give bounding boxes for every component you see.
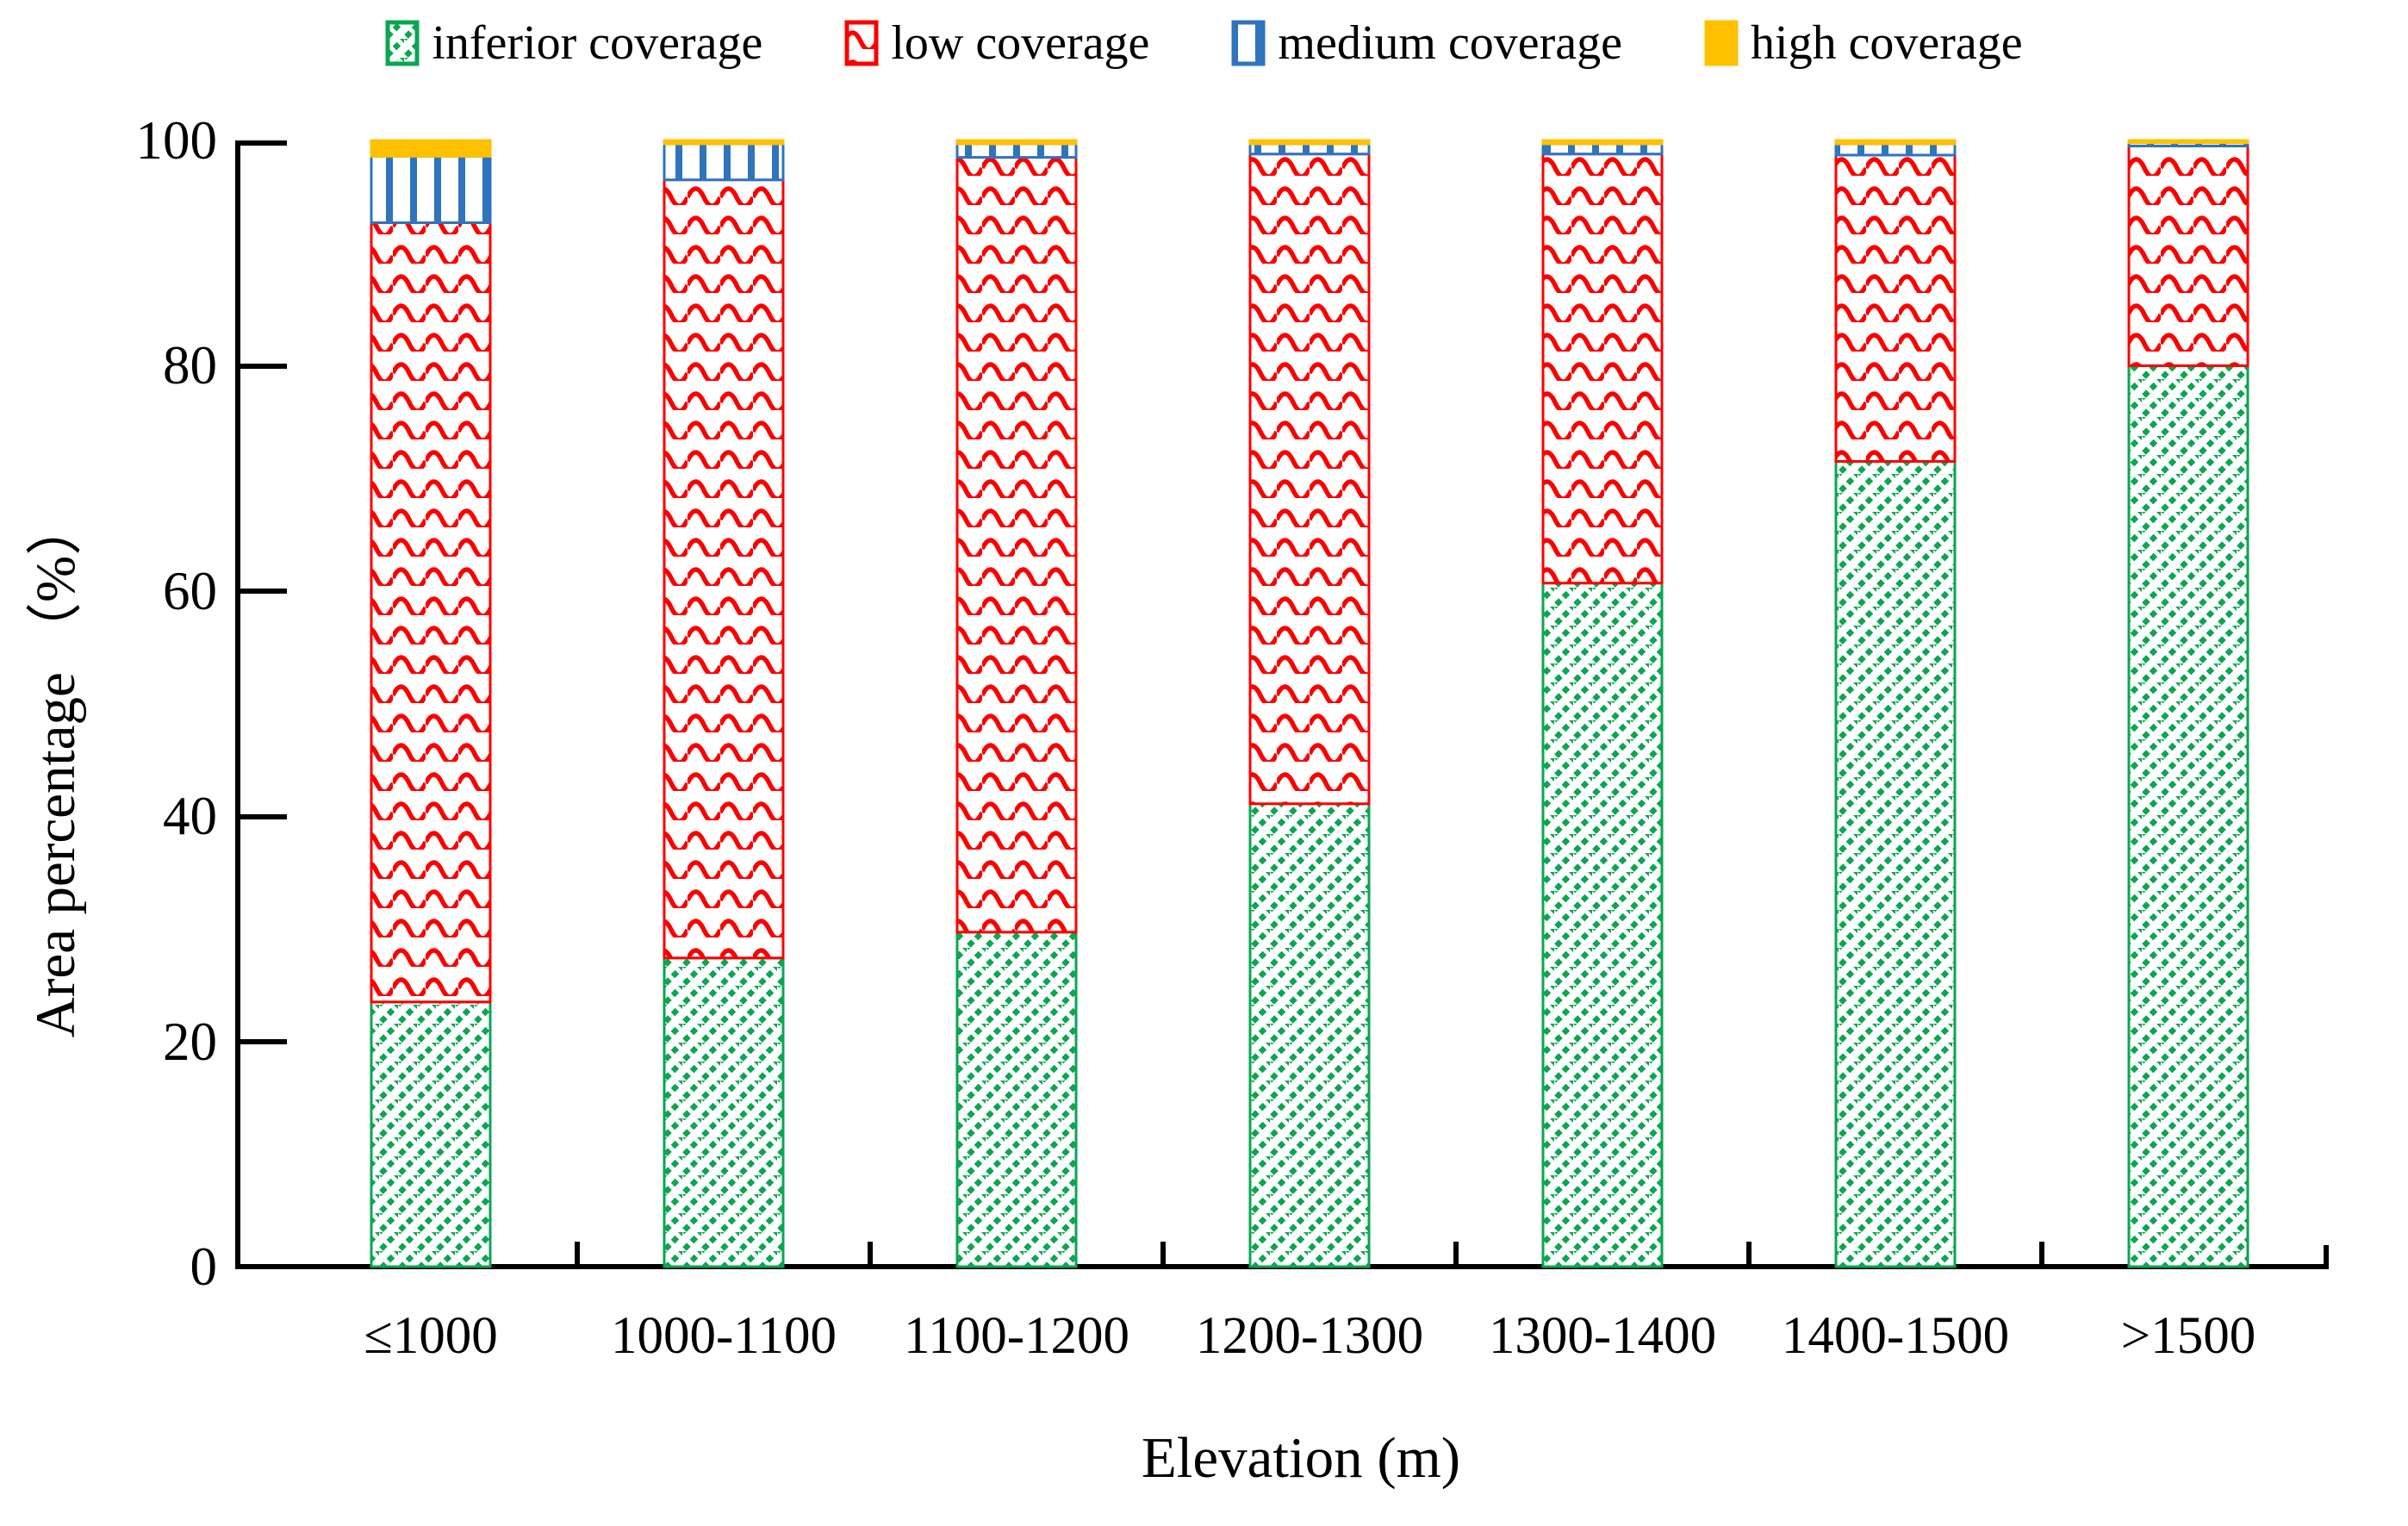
legend: inferior coverage low coverage medium co… <box>0 10 2408 76</box>
x-category-label: 1300-1400 <box>1488 1307 1717 1365</box>
medium-coverage-swatch-icon <box>1231 20 1266 66</box>
legend-item-low-coverage: low coverage <box>844 10 1149 76</box>
low-coverage-swatch-icon <box>844 20 879 66</box>
y-tick-label-20: 20 <box>163 1012 217 1072</box>
x-category-label: >1500 <box>2120 1307 2256 1365</box>
x-category-label: 1200-1300 <box>1195 1307 1424 1365</box>
x-tick-mark <box>1453 1242 1459 1264</box>
y-tick-mark <box>240 1039 287 1044</box>
legend-item-inferior-coverage: inferior coverage <box>385 10 762 76</box>
inferior-coverage-swatch-icon <box>385 20 420 66</box>
x-tick-mark <box>2039 1242 2044 1264</box>
bar-segment-medium-coverage <box>1834 142 1957 157</box>
legend-item-high-coverage: high coverage <box>1704 10 2023 76</box>
bar-segment-inferior-coverage <box>370 1000 492 1268</box>
y-tick-mark <box>240 364 287 369</box>
bar-segment-high-coverage <box>955 139 1078 146</box>
bar-segment-high-coverage <box>1834 139 1957 146</box>
x-category-label: ≤1000 <box>364 1307 498 1365</box>
bar-segment-inferior-coverage <box>955 931 1078 1268</box>
y-tick-mark <box>240 814 287 819</box>
bar-segment-inferior-coverage <box>1248 802 1371 1268</box>
bar-segment-low-coverage <box>370 221 492 1004</box>
x-tick-mark <box>1746 1242 1752 1264</box>
bar-segment-medium-coverage <box>663 142 785 182</box>
bar-segment-low-coverage <box>1541 153 1664 585</box>
legend-label: medium coverage <box>1278 16 1623 70</box>
high-coverage-swatch-icon <box>1704 20 1739 66</box>
y-axis-line <box>235 140 240 1269</box>
x-axis-end-cap <box>2324 1245 2329 1268</box>
y-tick-label-80: 80 <box>163 335 217 396</box>
x-tick-mark <box>868 1242 873 1264</box>
bar-segment-high-coverage <box>2127 139 2249 145</box>
bar-segment-medium-coverage <box>1541 142 1664 156</box>
bar-segment-medium-coverage <box>370 154 492 224</box>
x-tick-mark <box>1160 1242 1166 1264</box>
bar-segment-high-coverage <box>370 139 492 158</box>
legend-label: high coverage <box>1751 16 2023 70</box>
bar-segment-low-coverage <box>1834 153 1957 463</box>
legend-label: low coverage <box>891 16 1150 70</box>
x-category-label: 1000-1100 <box>610 1307 837 1365</box>
y-tick-label-0: 0 <box>190 1236 218 1297</box>
bar-segment-high-coverage <box>663 139 785 146</box>
bar-segment-inferior-coverage <box>2127 364 2249 1268</box>
legend-item-medium-coverage: medium coverage <box>1231 10 1622 76</box>
bar-segment-medium-coverage <box>955 142 1078 159</box>
bar-segment-low-coverage <box>955 156 1078 934</box>
y-tick-label-100: 100 <box>135 110 218 171</box>
y-tick-label-60: 60 <box>163 561 217 621</box>
bar-segment-high-coverage <box>1541 139 1664 146</box>
bar-segment-low-coverage <box>663 178 785 960</box>
legend-label: inferior coverage <box>432 16 763 70</box>
bar-segment-medium-coverage <box>1248 142 1371 156</box>
bar-segment-low-coverage <box>1248 153 1371 806</box>
x-category-label: 1100-1200 <box>903 1307 1130 1365</box>
bar-segment-high-coverage <box>1248 139 1371 146</box>
x-tick-mark <box>575 1242 580 1264</box>
bar-segment-inferior-coverage <box>663 956 785 1268</box>
y-tick-mark <box>240 589 287 594</box>
x-category-label: 1400-1500 <box>1781 1307 2010 1365</box>
bar-segment-inferior-coverage <box>1541 582 1664 1268</box>
y-tick-label-40: 40 <box>163 786 217 846</box>
x-axis-title: Elevation (m) <box>1141 1426 1461 1490</box>
bar-segment-inferior-coverage <box>1834 460 1957 1268</box>
y-tick-mark <box>240 140 287 146</box>
bar-segment-low-coverage <box>2127 145 2249 367</box>
